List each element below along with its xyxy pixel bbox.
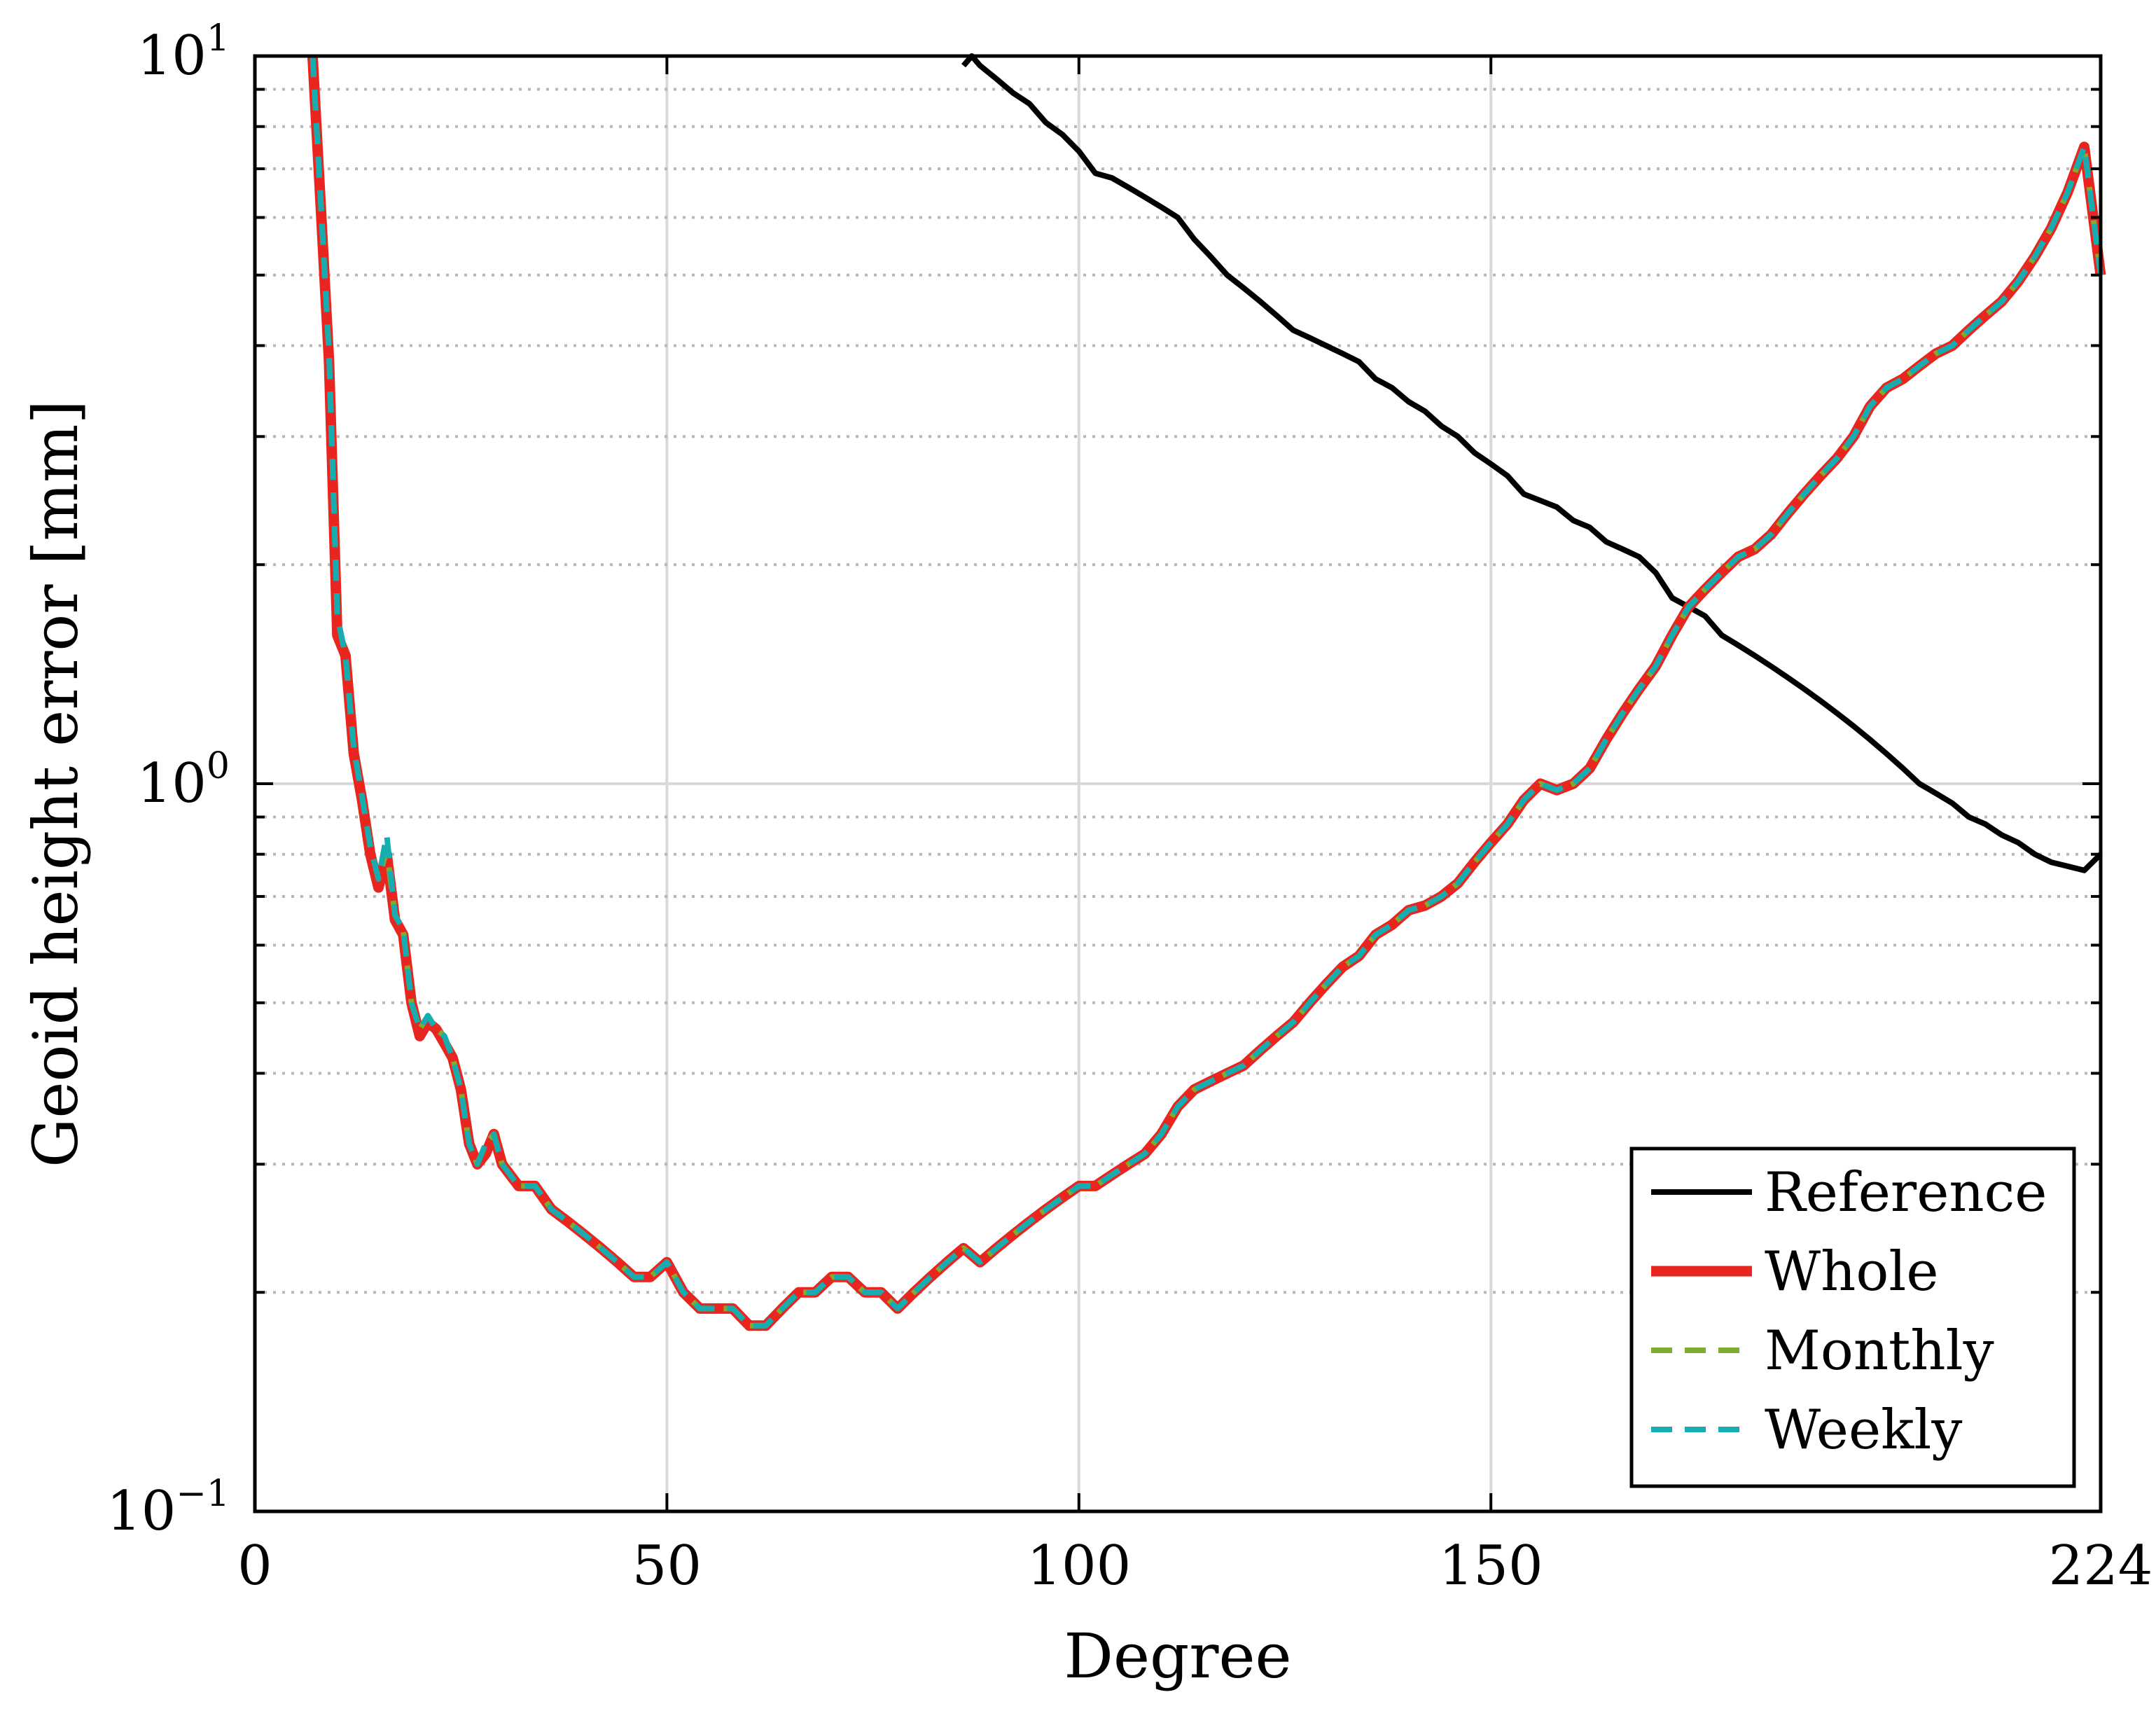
- tick-marks: [253, 56, 2102, 1513]
- legend: Reference Whole Monthly Weekly: [1629, 1147, 2076, 1488]
- x-tick-labels: 0 50 100 150 224: [237, 1535, 2152, 1598]
- x-tick-label: 150: [1439, 1535, 1543, 1598]
- x-tick-label: 50: [632, 1535, 702, 1598]
- series-group: [307, 53, 2106, 1331]
- y-tick-labels: 10−1 100 101: [106, 18, 230, 1543]
- y-tick-label: 101: [137, 18, 230, 88]
- x-tick-label: 0: [237, 1535, 272, 1598]
- y-tick-label: 100: [137, 745, 230, 815]
- x-tick-label: 100: [1027, 1535, 1131, 1598]
- legend-label-whole: Whole: [1765, 1240, 1938, 1303]
- legend-label-monthly: Monthly: [1765, 1319, 1994, 1383]
- x-tick-label: 224: [2049, 1535, 2153, 1598]
- y-tick-label: 10−1: [106, 1473, 230, 1543]
- series-line-weekly: [310, 55, 2103, 1329]
- legend-label-reference: Reference: [1765, 1161, 2047, 1224]
- legend-label-weekly: Weekly: [1765, 1399, 1962, 1462]
- y-axis-label: Geoid height error [mm]: [20, 400, 92, 1168]
- series-line-reference: [961, 53, 2103, 873]
- x-axis-label: Degree: [1064, 1620, 1291, 1692]
